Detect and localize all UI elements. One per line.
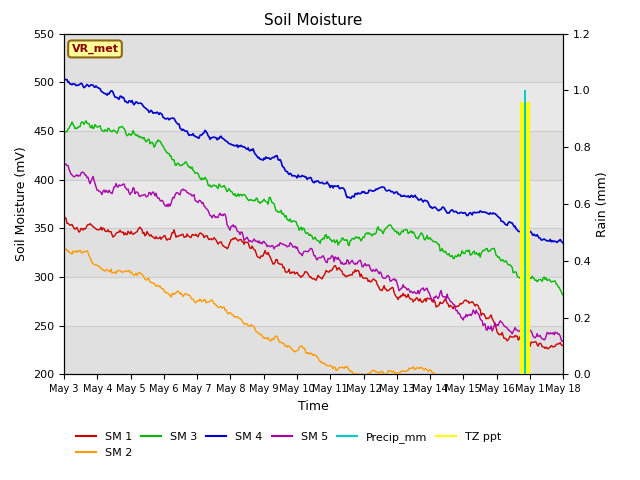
- SM 1: [60, 214, 68, 219]
- Legend: SM 1, SM 2, SM 3, SM 4, SM 5, Precip_mm, TZ ppt: SM 1, SM 2, SM 3, SM 4, SM 5, Precip_mm,…: [72, 428, 506, 462]
- SM 1: [297, 275, 305, 280]
- SM 1: [559, 343, 567, 349]
- X-axis label: Time: Time: [298, 400, 329, 413]
- SM 3: [470, 248, 478, 254]
- Bar: [64, 34, 563, 82]
- SM 5: [332, 254, 339, 260]
- SM 2: [547, 409, 555, 415]
- Line: SM 1: SM 1: [64, 216, 563, 349]
- SM 3: [298, 227, 306, 233]
- SM 3: [548, 279, 556, 285]
- SM 2: [551, 409, 559, 415]
- SM 5: [558, 338, 566, 344]
- SM 3: [60, 130, 68, 136]
- SM 4: [357, 191, 365, 196]
- Bar: [64, 180, 563, 228]
- SM 3: [559, 292, 567, 298]
- SM 5: [60, 161, 68, 167]
- SM 2: [330, 364, 338, 370]
- SM 4: [60, 76, 68, 82]
- SM 2: [60, 245, 68, 251]
- SM 5: [301, 249, 309, 254]
- Bar: [64, 326, 563, 374]
- SM 3: [301, 229, 309, 235]
- SM 4: [547, 239, 555, 245]
- SM 1: [330, 264, 338, 269]
- SM 4: [559, 240, 567, 246]
- SM 3: [358, 236, 366, 242]
- SM 5: [358, 264, 366, 269]
- SM 1: [357, 271, 365, 277]
- Bar: [64, 228, 563, 277]
- Y-axis label: Rain (mm): Rain (mm): [596, 171, 609, 237]
- SM 4: [469, 210, 477, 216]
- SM 2: [559, 403, 567, 408]
- SM 2: [357, 372, 365, 378]
- SM 3: [332, 240, 339, 246]
- SM 1: [300, 271, 308, 276]
- Text: VR_met: VR_met: [72, 44, 118, 54]
- SM 2: [469, 381, 477, 387]
- SM 1: [548, 343, 556, 349]
- SM 4: [330, 183, 338, 189]
- SM 3: [82, 118, 90, 124]
- SM 5: [470, 309, 478, 315]
- SM 4: [297, 174, 305, 180]
- SM 5: [548, 331, 556, 336]
- Bar: [64, 82, 563, 131]
- SM 4: [300, 173, 308, 179]
- SM 2: [300, 345, 308, 351]
- SM 2: [297, 343, 305, 348]
- Bar: [64, 277, 563, 326]
- Bar: [64, 131, 563, 180]
- Line: SM 4: SM 4: [64, 79, 563, 243]
- Line: SM 2: SM 2: [64, 248, 563, 412]
- Y-axis label: Soil Moisture (mV): Soil Moisture (mV): [15, 146, 28, 262]
- Bar: [524, 90, 526, 374]
- Title: Soil Moisture: Soil Moisture: [264, 13, 363, 28]
- SM 5: [298, 253, 306, 259]
- SM 5: [559, 338, 567, 344]
- Line: SM 3: SM 3: [64, 121, 563, 295]
- SM 1: [545, 346, 552, 352]
- SM 1: [469, 300, 477, 306]
- SM 5: [61, 161, 69, 167]
- Bar: [520, 102, 529, 374]
- Line: SM 5: SM 5: [64, 164, 563, 341]
